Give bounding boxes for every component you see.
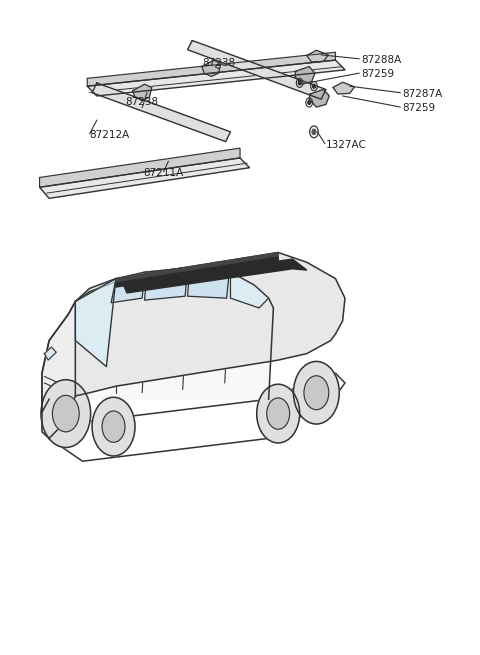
Circle shape [298, 81, 301, 85]
Text: 87288A: 87288A [362, 55, 402, 65]
Circle shape [308, 100, 311, 104]
Polygon shape [188, 41, 326, 99]
Polygon shape [87, 60, 345, 96]
Polygon shape [116, 252, 278, 284]
Circle shape [267, 398, 289, 429]
Text: 87238: 87238 [202, 58, 235, 68]
Polygon shape [44, 347, 56, 360]
Polygon shape [75, 278, 116, 367]
Polygon shape [116, 257, 278, 287]
Circle shape [293, 362, 339, 424]
Circle shape [312, 129, 316, 134]
Circle shape [41, 380, 91, 447]
Polygon shape [295, 67, 315, 84]
Polygon shape [307, 50, 328, 62]
Polygon shape [92, 83, 230, 141]
Polygon shape [123, 259, 307, 293]
Polygon shape [132, 84, 152, 100]
Polygon shape [39, 158, 250, 198]
Circle shape [304, 376, 329, 409]
Polygon shape [188, 267, 229, 298]
Polygon shape [230, 272, 269, 308]
Text: 87212A: 87212A [90, 130, 130, 140]
Polygon shape [202, 60, 221, 77]
Text: 87287A: 87287A [402, 89, 443, 99]
Circle shape [102, 411, 125, 442]
Polygon shape [333, 83, 355, 94]
Polygon shape [39, 148, 240, 187]
Polygon shape [87, 52, 336, 86]
Circle shape [52, 396, 79, 432]
Polygon shape [309, 90, 329, 107]
Text: 87259: 87259 [402, 103, 435, 113]
Text: 87238: 87238 [126, 98, 159, 107]
Text: 87259: 87259 [362, 69, 395, 79]
Text: 87211A: 87211A [144, 168, 184, 178]
Circle shape [312, 84, 315, 88]
Polygon shape [42, 301, 75, 438]
Polygon shape [42, 267, 274, 412]
Circle shape [92, 398, 135, 456]
Polygon shape [111, 272, 144, 303]
Polygon shape [75, 252, 345, 396]
Polygon shape [144, 267, 188, 300]
Text: 1327AC: 1327AC [326, 140, 367, 150]
Circle shape [257, 384, 300, 443]
